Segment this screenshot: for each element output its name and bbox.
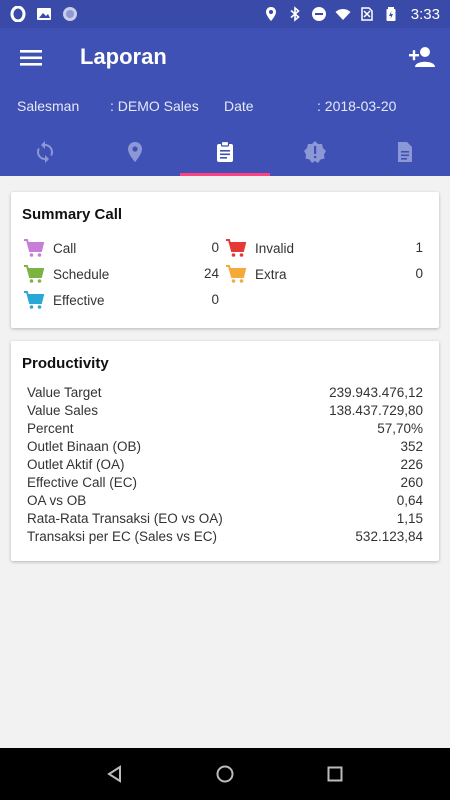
summary-value: 1: [415, 240, 423, 255]
salesman-value: : DEMO Sales: [110, 98, 199, 114]
table-row: OA vs OB 0,64: [27, 492, 423, 510]
row-label: Transaksi per EC (Sales vs EC): [27, 529, 218, 544]
summary-label: Schedule: [53, 266, 110, 282]
table-row: Transaksi per EC (Sales vs EC) 532.123,84: [27, 528, 423, 546]
summary-label: Extra: [255, 266, 287, 282]
summary-item-extra: Extra: [225, 263, 287, 285]
add-user-icon: [409, 47, 435, 67]
summary-value: 0: [415, 266, 423, 281]
salesman-label: Salesman: [17, 98, 80, 114]
hamburger-menu-icon: [20, 50, 42, 66]
productivity-title: Productivity: [22, 355, 109, 372]
no-sim-icon: [359, 6, 375, 22]
tab-alert[interactable]: [270, 128, 360, 176]
back-button[interactable]: [101, 760, 129, 788]
image-icon: [36, 6, 52, 22]
cart-icon: [24, 291, 45, 309]
tab-sync[interactable]: [0, 128, 90, 176]
table-row: Percent 57,70%: [27, 420, 423, 438]
row-label: Value Sales: [27, 403, 99, 418]
cart-icon: [226, 239, 247, 257]
date-value: : 2018-03-20: [317, 98, 397, 114]
clipboard-icon: [217, 140, 233, 162]
table-row: Outlet Binaan (OB) 352: [27, 438, 423, 456]
tab-document[interactable]: [360, 128, 450, 176]
row-label: Value Target: [27, 385, 102, 400]
row-label: Outlet Aktif (OA): [27, 457, 125, 472]
productivity-table: Value Target 239.943.476,12 Value Sales 13…: [27, 384, 423, 546]
dnd-icon: [311, 6, 327, 22]
circle-icon: [62, 6, 78, 22]
alert-badge-icon: [304, 141, 326, 163]
wifi-icon: [335, 6, 351, 22]
summary-label: Invalid: [255, 240, 295, 256]
menu-button[interactable]: [18, 46, 44, 70]
system-nav-bar: [0, 748, 450, 800]
summary-label: Call: [53, 240, 77, 256]
bluetooth-icon: [287, 6, 303, 22]
add-user-button[interactable]: [408, 44, 436, 70]
opera-icon: [10, 5, 26, 23]
cart-icon: [24, 239, 45, 257]
table-row: Value Sales 138.437.729,80: [27, 402, 423, 420]
battery-icon: [383, 6, 399, 22]
row-value: 352: [400, 439, 423, 454]
row-value: 57,70%: [377, 421, 423, 436]
tab-bar: [0, 128, 450, 176]
row-value: 532.123,84: [355, 529, 423, 544]
clock-time: 3:33: [410, 5, 440, 23]
row-label: Outlet Binaan (OB): [27, 439, 142, 454]
summary-call-card: Summary Call Call 0 Invalid 1 Schedule 2…: [11, 192, 439, 328]
row-value: 0,64: [396, 493, 423, 508]
home-circle-icon: [216, 765, 234, 783]
row-value: 1,15: [396, 511, 423, 526]
row-value: 239.943.476,12: [329, 385, 423, 400]
row-label: Rata-Rata Transaksi (EO vs OA): [27, 511, 223, 526]
summary-item-effective: Effective: [23, 289, 105, 311]
row-value: 260: [400, 475, 423, 490]
table-row: Effective Call (EC) 260: [27, 474, 423, 492]
home-button[interactable]: [211, 760, 239, 788]
summary-item-invalid: Invalid: [225, 237, 294, 259]
cart-icon: [226, 265, 247, 283]
row-value: 226: [400, 457, 423, 472]
summary-item-schedule: Schedule: [23, 263, 109, 285]
status-bar: 3:33: [0, 0, 450, 28]
row-label: OA vs OB: [27, 493, 87, 508]
tab-location[interactable]: [90, 128, 180, 176]
summary-value: 0: [211, 292, 219, 307]
summary-value: 24: [203, 266, 219, 281]
row-value: 138.437.729,80: [329, 403, 423, 418]
tab-report[interactable]: [180, 128, 270, 176]
document-icon: [398, 142, 412, 162]
table-row: Outlet Aktif (OA) 226: [27, 456, 423, 474]
page-title: Laporan: [80, 44, 167, 69]
location-icon: [263, 6, 279, 22]
content-area: Summary Call Call 0 Invalid 1 Schedule 2…: [0, 176, 450, 748]
table-row: Rata-Rata Transaksi (EO vs OA) 1,15: [27, 510, 423, 528]
row-label: Effective Call (EC): [27, 475, 138, 490]
row-label: Percent: [27, 421, 74, 436]
summary-label: Effective: [53, 292, 105, 308]
summary-call-title: Summary Call: [22, 206, 123, 223]
date-label: Date: [224, 98, 254, 114]
back-triangle-icon: [107, 765, 121, 783]
cart-icon: [24, 265, 45, 283]
recents-button[interactable]: [321, 760, 349, 788]
table-row: Value Target 239.943.476,12: [27, 384, 423, 402]
sync-icon: [37, 141, 53, 163]
productivity-card: Productivity Value Target 239.943.476,12 …: [11, 341, 439, 561]
app-bar: Laporan Salesman : DEMO Sales Date : 201…: [0, 28, 450, 176]
location-pin-icon: [128, 142, 142, 162]
summary-item-call: Call: [23, 237, 76, 259]
summary-value: 0: [211, 240, 219, 255]
recents-square-icon: [327, 766, 343, 782]
